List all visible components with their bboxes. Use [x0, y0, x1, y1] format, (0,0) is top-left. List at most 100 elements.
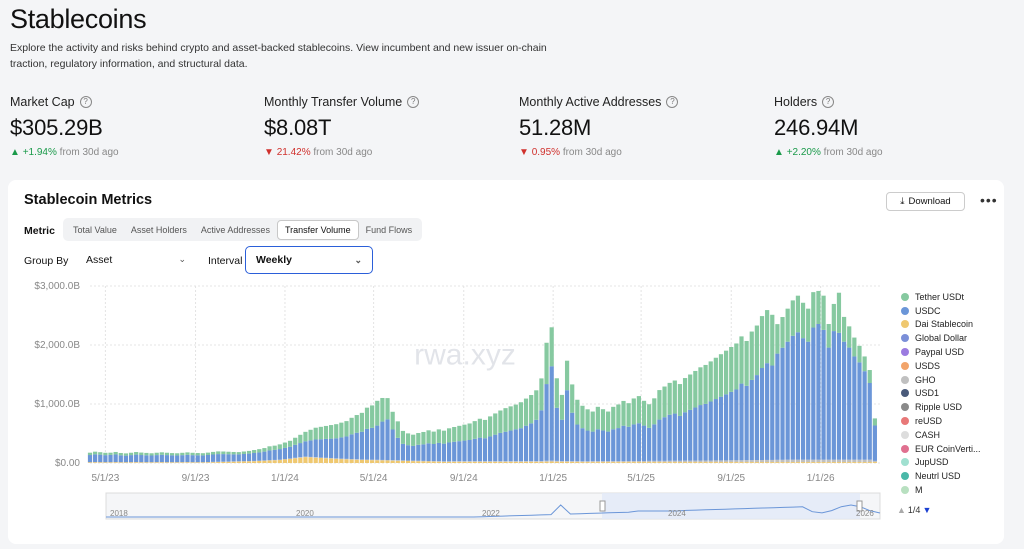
- bar-segment: [185, 462, 190, 463]
- bar-segment: [759, 462, 765, 463]
- bar-segment: [329, 438, 334, 459]
- legend-item[interactable]: Neutrl USD: [901, 469, 981, 483]
- bar-segment: [400, 460, 406, 463]
- legend-item[interactable]: Dai Stablecoin: [901, 318, 981, 332]
- transfer-volume-chart[interactable]: $0.00 $1,000.0B $2,000.0B $3,000.0B 5/1/23 9/…: [8, 180, 1004, 544]
- tab-fund-flows[interactable]: Fund Flows: [365, 224, 413, 235]
- bar-segment: [749, 462, 754, 463]
- legend-label: reUSD: [915, 416, 943, 427]
- bar-segment: [826, 462, 831, 463]
- bar-segment: [518, 428, 524, 462]
- help-icon[interactable]: ?: [666, 96, 679, 108]
- legend-item[interactable]: Tether USDt: [901, 290, 981, 304]
- legend-label: Global Dollar: [915, 333, 968, 344]
- x-tick-label: 5/1/23: [91, 473, 119, 484]
- bar-segment: [621, 462, 626, 463]
- bar-segment: [467, 423, 472, 440]
- bar-segment: [252, 452, 257, 461]
- more-options-icon[interactable]: •••: [980, 192, 998, 208]
- page-up-icon[interactable]: ▲: [897, 505, 906, 515]
- bar-segment: [775, 459, 780, 463]
- bar-segment: [467, 439, 472, 462]
- legend-item[interactable]: reUSD: [901, 414, 981, 428]
- legend-item[interactable]: GHO: [901, 373, 981, 387]
- bar-segment: [775, 462, 780, 463]
- legend-label: Ripple USD: [915, 402, 963, 413]
- legend-item[interactable]: USDS: [901, 359, 981, 373]
- bar-segment: [128, 462, 134, 463]
- bar-segment: [267, 450, 272, 461]
- bar-segment: [313, 457, 318, 463]
- legend-item[interactable]: USD1: [901, 387, 981, 401]
- legend-item[interactable]: M: [901, 483, 981, 497]
- bar-segment: [688, 460, 693, 463]
- bar-segment: [647, 462, 652, 463]
- interval-select[interactable]: Weekly ⌄: [245, 246, 373, 274]
- group-by-select[interactable]: Asset ⌄: [76, 248, 196, 271]
- tab-asset-holders[interactable]: Asset Holders: [130, 224, 187, 235]
- legend-item[interactable]: Paypal USD: [901, 345, 981, 359]
- bar-segment: [775, 324, 780, 354]
- bar-segment: [354, 432, 359, 460]
- bar-segment: [790, 462, 795, 463]
- bar-segment: [323, 458, 329, 463]
- bar-segment: [482, 419, 488, 439]
- bar-segment: [231, 454, 236, 462]
- bar-segment: [662, 460, 667, 463]
- bar-segment: [431, 444, 436, 462]
- bar-segment: [734, 389, 739, 461]
- download-button[interactable]: ⤓ Download: [886, 192, 965, 211]
- bar-segment: [359, 459, 364, 463]
- bar-segment: [303, 457, 308, 463]
- card-title: Stablecoin Metrics: [24, 192, 153, 208]
- bar-segment: [539, 410, 544, 461]
- help-icon[interactable]: ?: [407, 96, 420, 108]
- bar-segment: [780, 459, 785, 463]
- bar-segment: [554, 460, 559, 462]
- bar-segment: [221, 454, 226, 462]
- bar-segment: [441, 430, 447, 444]
- bar-segment: [123, 455, 129, 463]
- bar-segment: [118, 452, 123, 456]
- down-arrow-icon: ▼: [264, 147, 274, 158]
- help-icon[interactable]: ?: [822, 96, 835, 108]
- bar-segment: [231, 451, 236, 455]
- x-tick-label: 9/1/23: [182, 473, 210, 484]
- navigator-year-label: 2026: [856, 509, 874, 518]
- bar-segment: [847, 347, 852, 460]
- bar-segment: [564, 390, 570, 461]
- tab-transfer-volume[interactable]: Transfer Volume: [276, 219, 359, 240]
- legend-pager: ▲ 1/4 ▼: [897, 505, 931, 515]
- help-icon[interactable]: ?: [79, 96, 92, 108]
- stat-value: 51.28M: [519, 115, 592, 140]
- bar-segment: [744, 462, 749, 463]
- bar-segment: [103, 452, 108, 456]
- legend-item[interactable]: CASH: [901, 428, 981, 442]
- bar-segment: [472, 461, 477, 463]
- legend-item[interactable]: JupUSD: [901, 456, 981, 470]
- tab-active-addresses[interactable]: Active Addresses: [200, 224, 270, 235]
- bar-segment: [821, 459, 826, 463]
- bar-segment: [467, 461, 472, 462]
- legend-item[interactable]: Ripple USD: [901, 400, 981, 414]
- bar-segment: [600, 462, 606, 463]
- bar-segment: [113, 462, 118, 463]
- bar-segment: [544, 384, 549, 461]
- bar-segment: [847, 459, 852, 463]
- navigator-year-label: 2018: [110, 509, 128, 518]
- bar-segment: [339, 459, 344, 463]
- bar-segment: [472, 438, 477, 462]
- bar-segment: [113, 454, 118, 462]
- legend-item[interactable]: Global Dollar: [901, 331, 981, 345]
- stat-holders: Holders? 246.94M ▲ +2.20% from 30d ago: [774, 95, 883, 158]
- navigator-year-label: 2024: [668, 509, 686, 518]
- bar-segment: [585, 409, 590, 431]
- page-down-icon[interactable]: ▼: [922, 505, 932, 515]
- bar-segment: [559, 460, 565, 462]
- legend-item[interactable]: USDC: [901, 304, 981, 318]
- bar-segment: [575, 424, 580, 462]
- tab-total-value[interactable]: Total Value: [73, 224, 117, 235]
- bar-segment: [759, 460, 765, 463]
- legend-item[interactable]: EUR CoinVerti...: [901, 442, 981, 456]
- bar-segment: [636, 396, 641, 424]
